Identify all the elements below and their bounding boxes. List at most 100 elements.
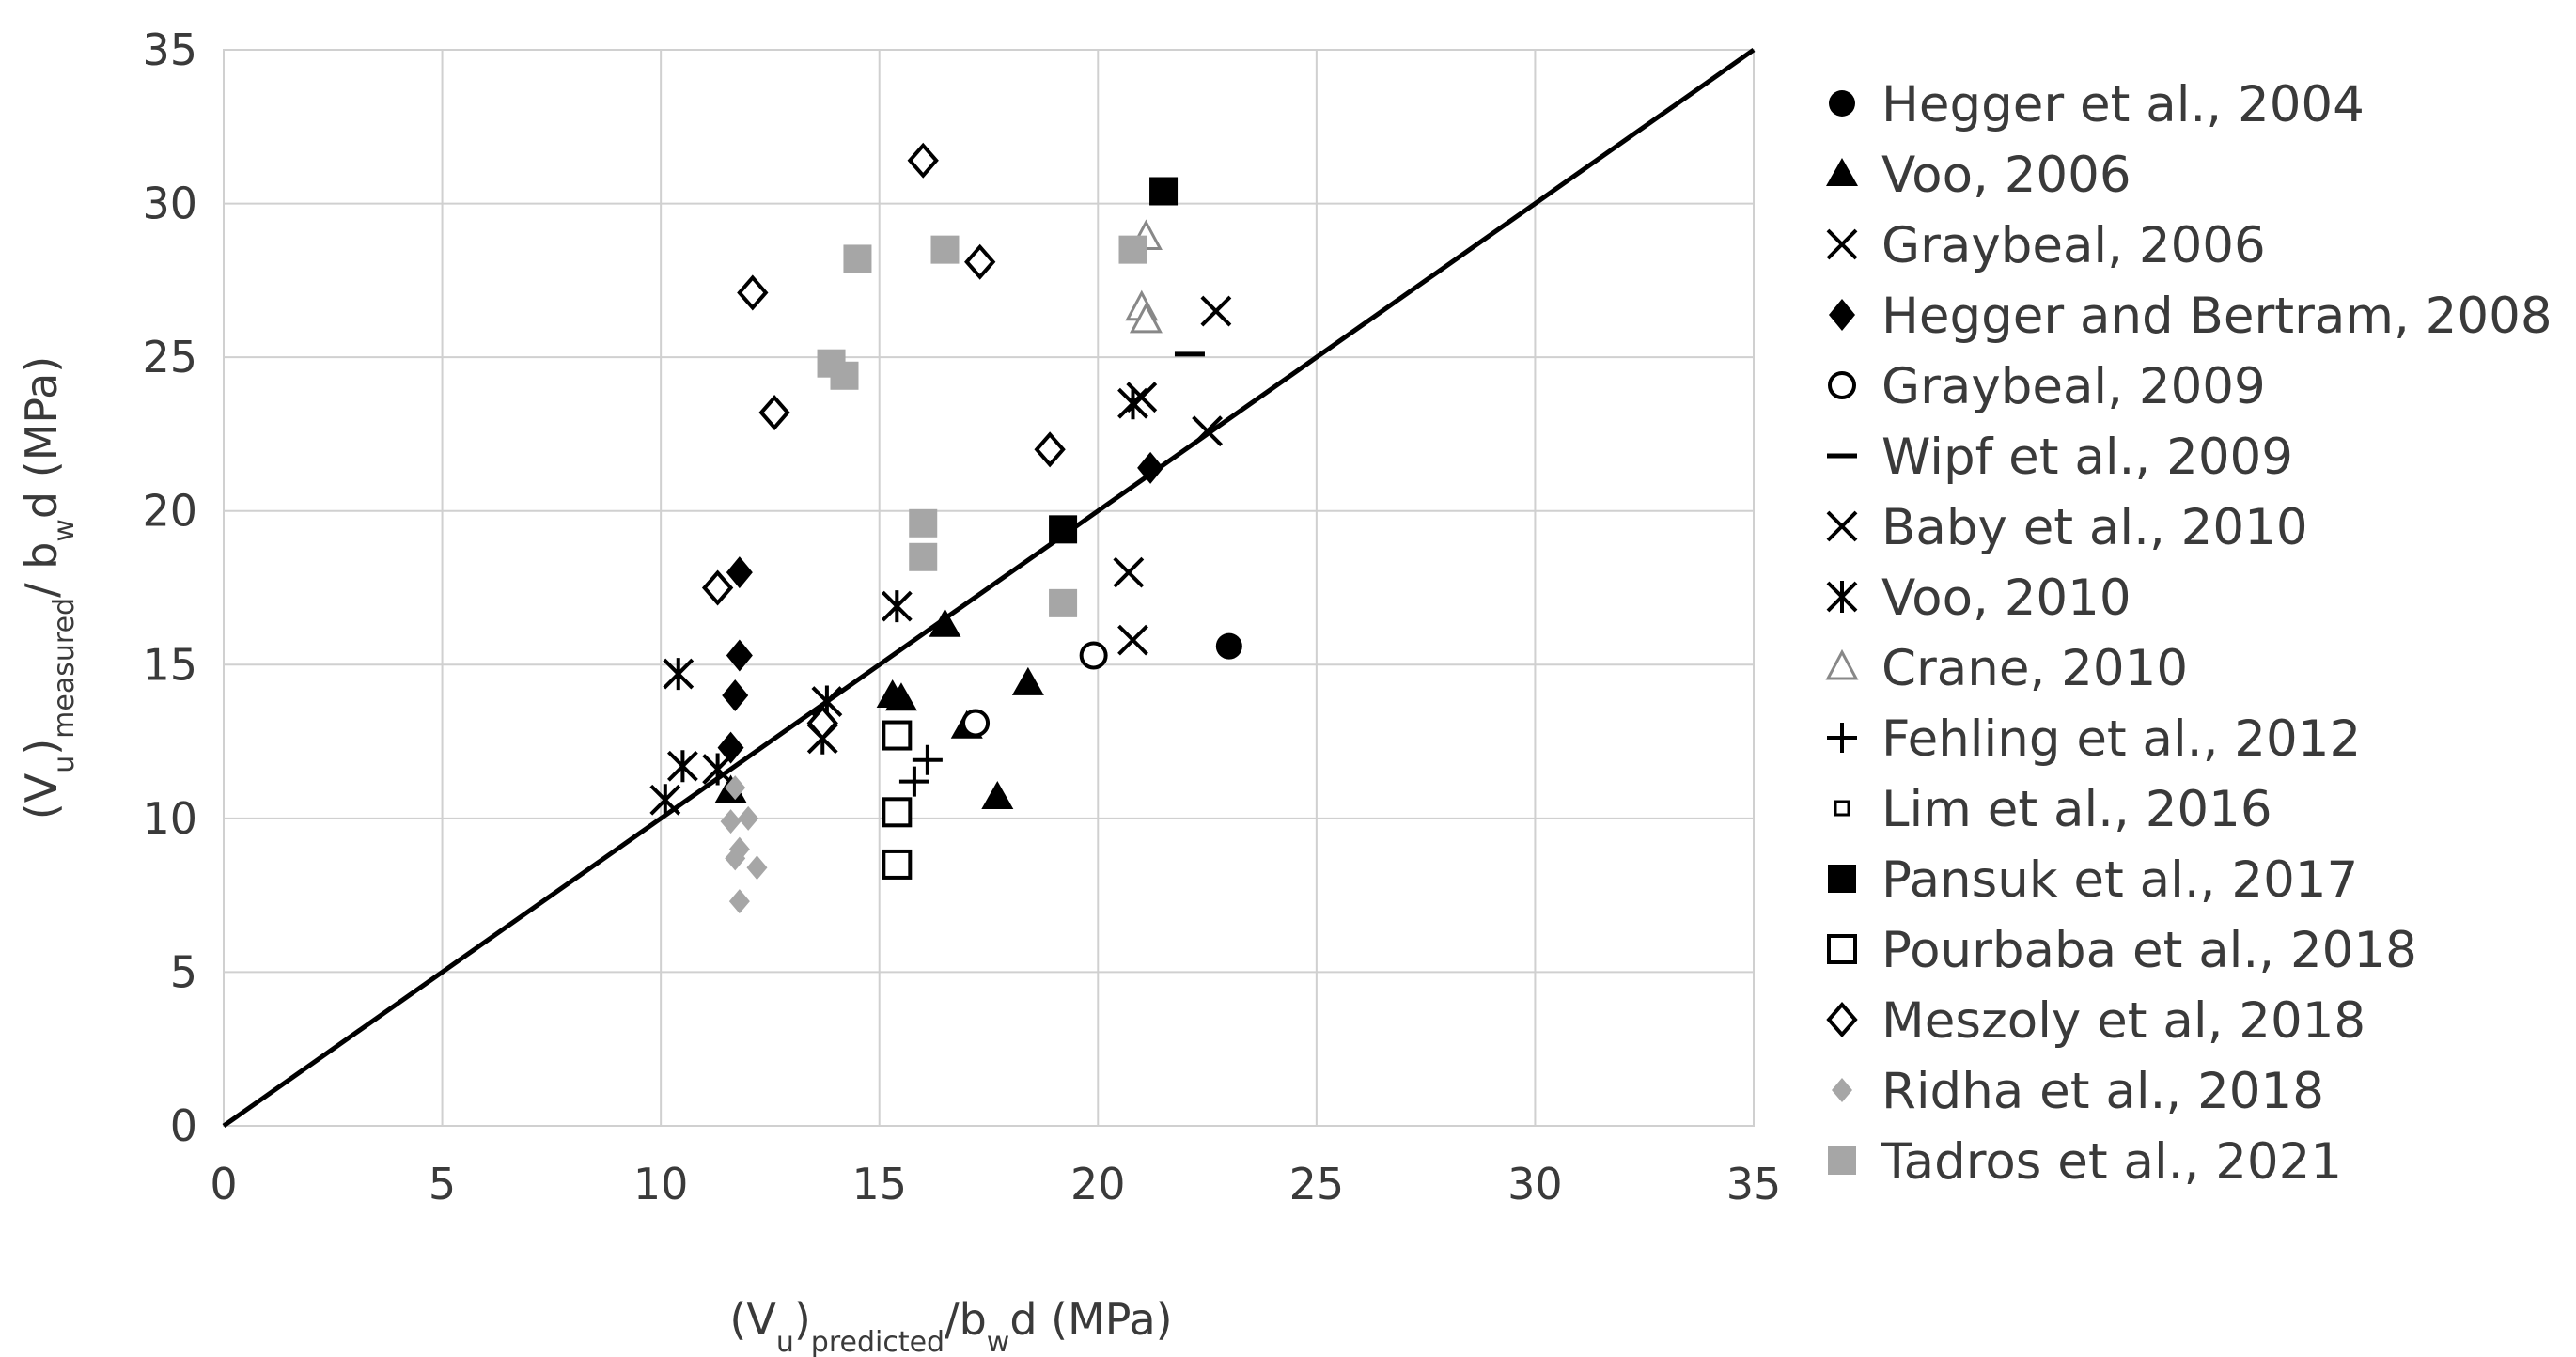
- data-point: [961, 709, 991, 738]
- x-axis-tick-labels: 0 5 10 15 20 25 30 35: [210, 1159, 1781, 1209]
- legend-label: Wipf et al., 2009: [1881, 429, 2293, 486]
- legend-item: Wipf et al., 2009: [1827, 429, 2293, 486]
- legend-label: Meszoly et al, 2018: [1881, 992, 2365, 1050]
- data-point: [728, 889, 750, 914]
- series-9: [898, 744, 943, 797]
- legend-label: Lim et al., 2016: [1881, 781, 2272, 838]
- data-point: [884, 682, 917, 711]
- series-15: [817, 235, 1147, 617]
- axis-title-subscript: measured: [48, 598, 81, 739]
- data-point: [1149, 177, 1179, 206]
- legend-item: Ridha et al., 2018: [1832, 1063, 2324, 1120]
- x-tick-label: 30: [1507, 1159, 1563, 1209]
- legend-item: Graybeal, 2009: [1828, 358, 2266, 415]
- legend-label: Voo, 2006: [1881, 147, 2131, 204]
- legend-label: Fehling et al., 2012: [1881, 710, 2361, 768]
- legend-item: Tadros et al., 2021: [1828, 1133, 2342, 1191]
- series-11: [1049, 177, 1179, 544]
- legend-marker: [1826, 158, 1858, 186]
- legend-item: Pourbaba et al., 2018: [1827, 922, 2417, 979]
- legend-label: Graybeal, 2006: [1881, 217, 2266, 274]
- data-point: [882, 797, 913, 828]
- data-point: [1113, 556, 1145, 588]
- y-tick-label: 10: [142, 793, 197, 844]
- data-point: [1215, 632, 1242, 660]
- data-point: [1118, 235, 1147, 264]
- data-point: [702, 753, 734, 786]
- series-14: [720, 775, 768, 914]
- legend-label: Baby et al., 2010: [1881, 499, 2308, 556]
- axis-title-subscript: u: [776, 1326, 794, 1357]
- data-point: [737, 274, 769, 311]
- data-point: [725, 846, 746, 871]
- data-point: [722, 679, 749, 711]
- equality-line: [222, 47, 1756, 1129]
- legend-label: Voo, 2010: [1881, 569, 2131, 627]
- legend-label: Ridha et al., 2018: [1881, 1063, 2324, 1120]
- legend-marker: [1826, 228, 1858, 260]
- axis-title-part: (V: [16, 772, 67, 819]
- legend-item: Voo, 2006: [1826, 147, 2131, 204]
- series-3: [717, 451, 1164, 764]
- data-points: [649, 142, 1242, 914]
- data-point: [1137, 451, 1164, 484]
- axis-title-part: d (MPa): [16, 356, 67, 519]
- data-point: [907, 142, 939, 179]
- legend-label: Pansuk et al., 2017: [1881, 851, 2358, 909]
- y-tick-label: 25: [142, 332, 197, 382]
- legend-marker: [1826, 1001, 1858, 1038]
- legend-marker: [1834, 800, 1850, 817]
- data-point: [1049, 515, 1078, 544]
- data-point: [909, 508, 938, 538]
- legend: Hegger et al., 2004 Voo, 2006 Graybeal, 20…: [1825, 76, 2553, 1191]
- legend-item: Crane, 2010: [1825, 640, 2188, 697]
- data-point: [881, 590, 913, 623]
- legend-marker: [1826, 581, 1858, 613]
- legend-item: Lim et al., 2016: [1834, 781, 2272, 838]
- data-point: [1034, 431, 1066, 468]
- y-tick-label: 15: [142, 639, 197, 690]
- y-tick-label: 30: [142, 179, 197, 229]
- axis-title-part: ): [794, 1294, 811, 1345]
- legend-label: Crane, 2010: [1881, 640, 2188, 697]
- axis-title-part: ): [16, 739, 67, 756]
- data-point: [1117, 624, 1148, 656]
- y-tick-label: 20: [142, 486, 197, 537]
- data-point: [930, 235, 960, 264]
- legend-item: Graybeal, 2006: [1826, 217, 2266, 274]
- data-point: [929, 608, 961, 637]
- data-point: [717, 731, 744, 764]
- data-point: [898, 766, 929, 797]
- data-point: [746, 855, 768, 881]
- plot-area-frame: [223, 49, 1755, 1127]
- data-point: [666, 750, 698, 783]
- series-0: [1215, 632, 1242, 660]
- x-axis-title: (Vu)predicted/bwd (MPa): [729, 1294, 1172, 1357]
- data-point: [964, 243, 996, 280]
- legend-marker: [1828, 1146, 1856, 1175]
- data-point: [726, 639, 753, 672]
- axis-title-subscript: w: [987, 1326, 1010, 1357]
- legend-label: Hegger and Bertram, 2008: [1881, 288, 2553, 345]
- data-point: [1200, 295, 1232, 327]
- y-tick-label: 35: [142, 24, 197, 75]
- y-axis-tick-labels: 0 5 10 15 20 25 30 35: [142, 24, 197, 1151]
- axis-title-part: /b: [945, 1294, 987, 1345]
- legend-item: Fehling et al., 2012: [1827, 710, 2361, 768]
- data-point: [1117, 387, 1148, 420]
- x-tick-label: 20: [1070, 1159, 1126, 1209]
- y-tick-label: 0: [170, 1100, 197, 1151]
- legend-item: Voo, 2010: [1826, 569, 2131, 627]
- axis-title-part: / b: [16, 542, 67, 598]
- legend-marker: [1828, 371, 1856, 399]
- legend-marker: [1826, 510, 1858, 542]
- data-point: [806, 705, 838, 741]
- legend-item: Hegger and Bertram, 2008: [1829, 288, 2553, 345]
- legend-label: Hegger et al., 2004: [1881, 76, 2365, 133]
- data-point: [726, 556, 753, 589]
- x-tick-label: 10: [633, 1159, 689, 1209]
- data-point: [663, 658, 695, 691]
- series-8: [1125, 219, 1163, 334]
- legend-label: Graybeal, 2009: [1881, 358, 2266, 415]
